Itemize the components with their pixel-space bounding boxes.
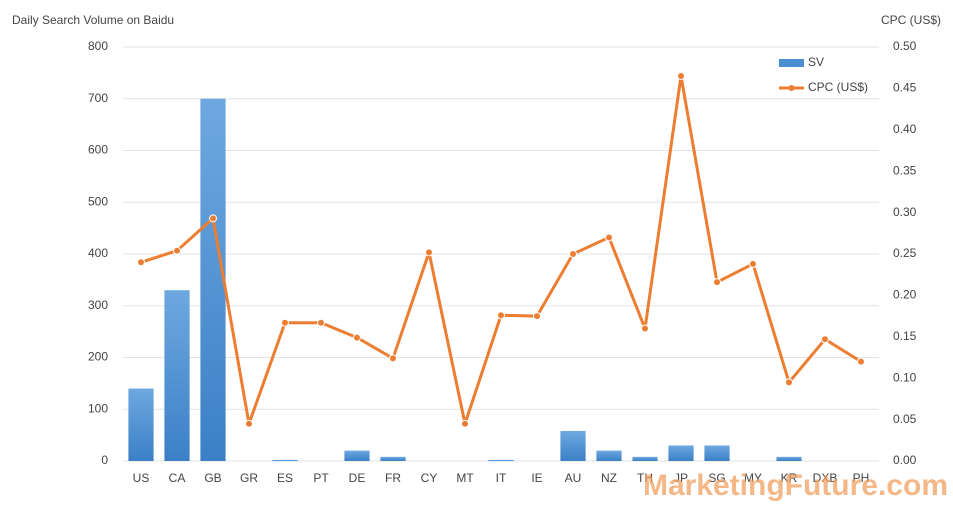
y-tick-label: 800	[88, 39, 108, 53]
line-point	[173, 246, 181, 255]
line-point	[209, 214, 217, 223]
bar	[200, 98, 226, 461]
watermark: MarketingFuture.com	[643, 469, 948, 502]
y-tick-label: 700	[88, 91, 108, 105]
bar	[272, 459, 298, 461]
y-tick-label: 200	[88, 350, 108, 364]
line-point	[641, 324, 649, 333]
line-point	[821, 335, 829, 344]
line-point	[605, 233, 613, 242]
y2-tick-label: 0.45	[893, 81, 917, 95]
y-tick-label: 300	[88, 298, 108, 312]
line-point	[713, 278, 721, 287]
line-point	[785, 378, 793, 387]
legend-label: CPC (US$)	[808, 80, 868, 94]
bar	[776, 456, 802, 461]
bar	[380, 456, 406, 461]
line	[140, 74, 862, 426]
x-tick-label: GB	[204, 471, 221, 485]
line-point	[425, 248, 433, 257]
x-tick-label: AU	[565, 471, 582, 485]
line-point	[677, 71, 685, 80]
bar	[344, 450, 370, 461]
bar	[164, 290, 190, 461]
x-tick-label: CY	[421, 471, 438, 485]
bar	[560, 430, 586, 461]
y2-tick-label: 0.40	[893, 122, 917, 136]
legend-swatch	[779, 59, 804, 67]
bar	[704, 445, 730, 461]
y2-tick-label: 0.05	[893, 412, 917, 426]
x-tick-label: MY	[744, 471, 762, 485]
y2-tick-label: 0.00	[893, 453, 917, 467]
chart-title: Daily Search Volume on Baidu	[12, 13, 174, 27]
y2-tick-label: 0.50	[893, 39, 917, 53]
y-tick-label: 0	[101, 453, 108, 467]
line-point	[569, 250, 577, 258]
x-tick-label: SG	[708, 471, 725, 485]
y-tick-label: 600	[88, 143, 108, 157]
x-tick-label: NZ	[601, 471, 617, 485]
x-tick-label: PH	[853, 471, 870, 485]
x-tick-label: KR	[781, 471, 798, 485]
y2-tick-label: 0.35	[893, 163, 917, 177]
line-point	[245, 419, 253, 428]
line-point	[353, 333, 361, 342]
x-tick-label: GR	[240, 471, 258, 485]
line-point	[857, 357, 865, 366]
y-tick-label: 100	[88, 401, 108, 415]
x-tick-label: IT	[496, 471, 507, 485]
line-point	[749, 259, 757, 268]
line-point	[137, 258, 145, 267]
line-point	[317, 318, 325, 327]
x-tick-label: DE	[349, 471, 366, 485]
line-point	[461, 419, 469, 428]
line-point	[389, 354, 397, 363]
y2-tick-label: 0.20	[893, 288, 917, 302]
bar	[632, 456, 658, 461]
x-tick-label: JP	[674, 471, 688, 485]
line-point	[497, 311, 505, 320]
x-tick-label: IE	[531, 471, 542, 485]
line-point	[281, 318, 289, 327]
x-tick-label: ES	[277, 471, 293, 485]
x-tick-label: DXB	[813, 471, 838, 485]
y2-tick-label: 0.25	[893, 246, 917, 260]
x-tick-label: CA	[169, 471, 186, 485]
x-tick-label: MT	[456, 471, 474, 485]
x-tick-label: PT	[313, 471, 329, 485]
y-tick-label: 500	[88, 194, 108, 208]
bar	[488, 459, 514, 461]
y2-tick-label: 0.15	[893, 329, 917, 343]
y2-axis-title: CPC (US$)	[881, 13, 941, 27]
x-tick-label: FR	[385, 471, 401, 485]
x-tick-label: US	[133, 471, 150, 485]
bar	[128, 388, 154, 461]
legend-swatch	[788, 85, 795, 91]
line-point	[533, 312, 541, 321]
y2-tick-label: 0.30	[893, 205, 917, 219]
bar	[668, 445, 694, 461]
y-tick-label: 400	[88, 246, 108, 260]
x-tick-label: TH	[637, 471, 653, 485]
legend-label: SV	[808, 55, 824, 69]
y2-tick-label: 0.10	[893, 370, 917, 384]
bar	[596, 450, 622, 461]
